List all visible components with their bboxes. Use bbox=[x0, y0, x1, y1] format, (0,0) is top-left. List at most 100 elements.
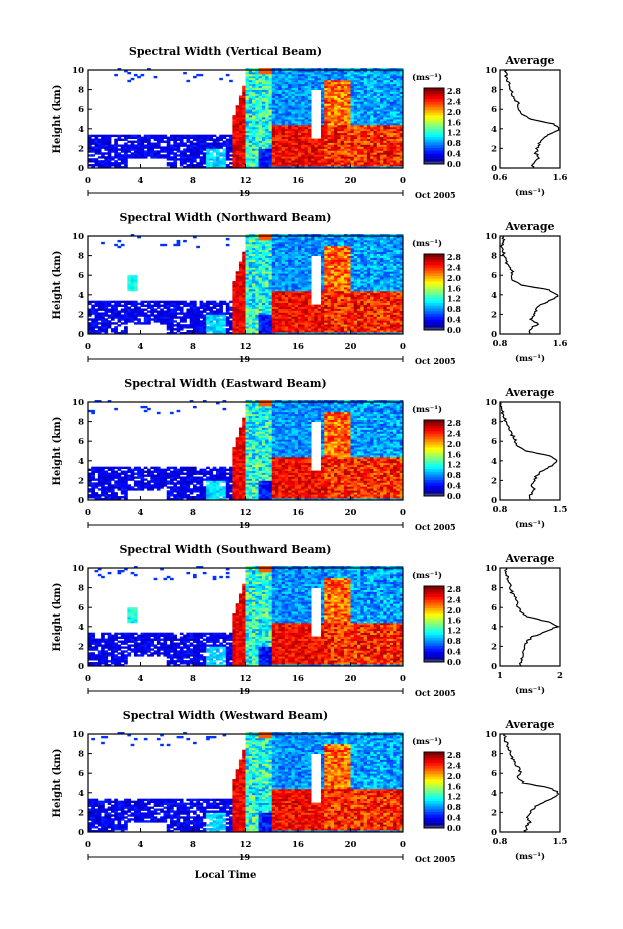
heatmap-cell bbox=[143, 304, 148, 307]
heatmap-cell bbox=[248, 146, 253, 149]
heatmap-cell bbox=[301, 154, 305, 157]
heatmap-cell bbox=[245, 122, 250, 126]
heatmap-cell bbox=[258, 81, 263, 85]
heatmap-cell bbox=[199, 140, 204, 143]
heatmap-cell bbox=[298, 107, 302, 110]
heatmap-cell bbox=[304, 103, 309, 106]
heatmap-cell bbox=[163, 146, 168, 149]
heatmap-cell bbox=[166, 162, 171, 165]
heatmap-cell bbox=[173, 154, 177, 157]
heatmap-cell bbox=[294, 113, 299, 116]
heatmap-cell bbox=[170, 164, 174, 167]
heatmap-cell bbox=[304, 148, 309, 151]
heatmap-cell bbox=[252, 73, 256, 77]
heatmap-cell bbox=[173, 166, 177, 169]
heatmap-cell bbox=[255, 119, 260, 122]
heatmap-cell bbox=[242, 134, 246, 138]
heatmap-cell bbox=[160, 146, 164, 149]
heatmap-cell bbox=[150, 148, 155, 151]
heatmap-cell bbox=[173, 138, 177, 141]
heatmap-cell bbox=[258, 122, 263, 126]
heatmap-cell bbox=[88, 146, 92, 149]
heatmap-cell bbox=[137, 318, 141, 321]
heatmap-cell bbox=[284, 95, 289, 98]
heatmap-cell bbox=[219, 164, 223, 167]
heatmap-cell bbox=[291, 101, 296, 104]
heatmap-cell bbox=[265, 105, 269, 108]
heatmap-cell bbox=[288, 140, 292, 143]
heatmap-cell bbox=[271, 136, 276, 139]
heatmap-cell bbox=[229, 146, 233, 149]
heatmap-cell bbox=[101, 312, 105, 315]
heatmap-cell bbox=[288, 113, 292, 116]
heatmap-cell bbox=[130, 148, 135, 151]
heatmap-cell bbox=[163, 150, 168, 153]
heatmap-cell bbox=[301, 152, 305, 155]
heatmap-cell bbox=[189, 300, 194, 304]
heatmap-cell bbox=[248, 142, 253, 145]
heatmap-cell bbox=[298, 136, 302, 139]
heatmap-cell bbox=[94, 162, 99, 165]
heatmap-cell bbox=[278, 109, 282, 112]
heatmap-cell bbox=[291, 122, 296, 126]
heatmap-cell bbox=[288, 105, 292, 108]
avg-x-tick-label: 1.6 bbox=[553, 173, 568, 183]
heatmap-cell bbox=[242, 132, 246, 136]
heatmap-cell bbox=[179, 144, 184, 147]
heatmap-cell bbox=[252, 150, 256, 153]
heatmap-cell bbox=[97, 140, 102, 143]
heatmap-cell bbox=[288, 120, 292, 124]
heatmap-cell bbox=[271, 166, 276, 169]
colorbar-band bbox=[424, 153, 444, 157]
heatmap-cell bbox=[170, 166, 174, 169]
heatmap-cell bbox=[156, 134, 161, 138]
heatmap-cell bbox=[245, 97, 250, 100]
heatmap-cell bbox=[238, 107, 243, 110]
heatmap-cell bbox=[196, 152, 200, 155]
heatmap-cell bbox=[258, 146, 263, 149]
heatmap-cell bbox=[196, 73, 200, 77]
heatmap-cell bbox=[265, 124, 269, 128]
heatmap-cell bbox=[232, 281, 237, 284]
heatmap-cell bbox=[183, 324, 187, 327]
heatmap-cell bbox=[117, 300, 122, 304]
heatmap-cell bbox=[189, 166, 194, 169]
heatmap-cell bbox=[291, 142, 296, 145]
heatmap-cell bbox=[252, 132, 256, 136]
heatmap-cell bbox=[137, 150, 141, 153]
heatmap-cell bbox=[298, 70, 302, 73]
heatmap-cell bbox=[291, 119, 296, 122]
heatmap-cell bbox=[202, 154, 207, 157]
heatmap-cell bbox=[206, 148, 210, 151]
heatmap-cell bbox=[301, 103, 305, 106]
heatmap-cell bbox=[307, 115, 312, 118]
heatmap-cell bbox=[258, 132, 263, 136]
heatmap-cell bbox=[304, 120, 309, 124]
heatmap-cell bbox=[199, 144, 204, 147]
heatmap-cell bbox=[222, 312, 227, 315]
heatmap-cell bbox=[186, 330, 191, 333]
heatmap-cell bbox=[238, 152, 243, 155]
heatmap-cell bbox=[110, 162, 115, 165]
heatmap-cells bbox=[88, 68, 404, 169]
heatmap-cell bbox=[232, 128, 237, 132]
heatmap-cell bbox=[238, 154, 243, 157]
heatmap-cell bbox=[265, 75, 269, 79]
heatmap-cell bbox=[232, 166, 237, 169]
heatmap-cell bbox=[252, 89, 256, 92]
colorbar-tick-label: 2.0 bbox=[447, 107, 461, 117]
heatmap-cell bbox=[298, 117, 302, 120]
heatmap-cell bbox=[212, 134, 217, 138]
heatmap-cell bbox=[307, 119, 312, 122]
heatmap-cell bbox=[147, 300, 151, 304]
heatmap-cell bbox=[248, 89, 253, 92]
heatmap-cell bbox=[265, 134, 269, 138]
heatmap-cell bbox=[281, 95, 286, 98]
heatmap-cell bbox=[255, 122, 260, 126]
heatmap-cell bbox=[196, 134, 200, 138]
heatmap-cell bbox=[202, 142, 207, 145]
heatmap-cell bbox=[258, 120, 263, 124]
heatmap-cell bbox=[245, 144, 250, 147]
heatmap-cell bbox=[163, 154, 168, 157]
heatmap-cell bbox=[222, 154, 227, 157]
